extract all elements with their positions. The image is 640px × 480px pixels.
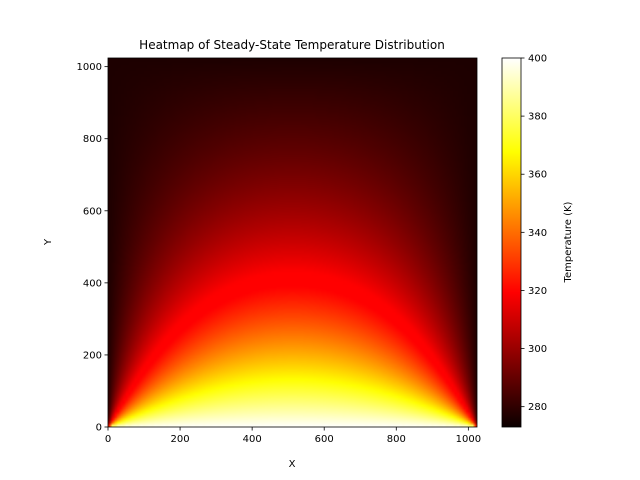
plot-frame bbox=[107, 57, 478, 428]
x-axis-label: X bbox=[289, 459, 296, 470]
y-tick-label: 400 bbox=[83, 278, 102, 289]
colorbar-tick-label: 280 bbox=[528, 402, 547, 413]
colorbar-tick-label: 300 bbox=[528, 344, 547, 355]
x-tick-label: 1000 bbox=[456, 434, 481, 445]
y-axis-label: Y bbox=[43, 238, 54, 246]
colorbar: 280 300 320 340 360 380 400 Temperature (K) bbox=[501, 54, 574, 428]
y-axis: 0 200 400 600 800 1000 bbox=[77, 62, 108, 434]
y-tick-label: 600 bbox=[83, 206, 102, 217]
x-tick-label: 600 bbox=[315, 434, 334, 445]
x-axis: 0 200 400 600 800 1000 bbox=[105, 427, 481, 445]
x-tick-label: 0 bbox=[105, 434, 111, 445]
colorbar-tick-label: 400 bbox=[528, 54, 547, 65]
colorbar-tick-label: 320 bbox=[528, 286, 547, 297]
x-tick-label: 800 bbox=[387, 434, 406, 445]
colorbar-gradient bbox=[501, 57, 522, 428]
x-tick-label: 400 bbox=[243, 434, 262, 445]
y-tick-label: 200 bbox=[83, 350, 102, 361]
colorbar-tick-label: 360 bbox=[528, 170, 547, 181]
x-tick-label: 200 bbox=[171, 434, 190, 445]
plot-area bbox=[107, 57, 478, 428]
y-tick-label: 800 bbox=[83, 134, 102, 145]
colorbar-label: Temperature (K) bbox=[563, 201, 574, 283]
colorbar-ticks: 280 300 320 340 360 380 400 bbox=[521, 54, 547, 413]
colorbar-tick-label: 340 bbox=[528, 228, 547, 239]
heatmap-image bbox=[108, 58, 477, 427]
y-tick-label: 1000 bbox=[77, 62, 102, 73]
colorbar-tick-label: 380 bbox=[528, 112, 547, 123]
chart-title: Heatmap of Steady-State Temperature Dist… bbox=[139, 38, 445, 52]
y-tick-label: 0 bbox=[96, 423, 102, 434]
